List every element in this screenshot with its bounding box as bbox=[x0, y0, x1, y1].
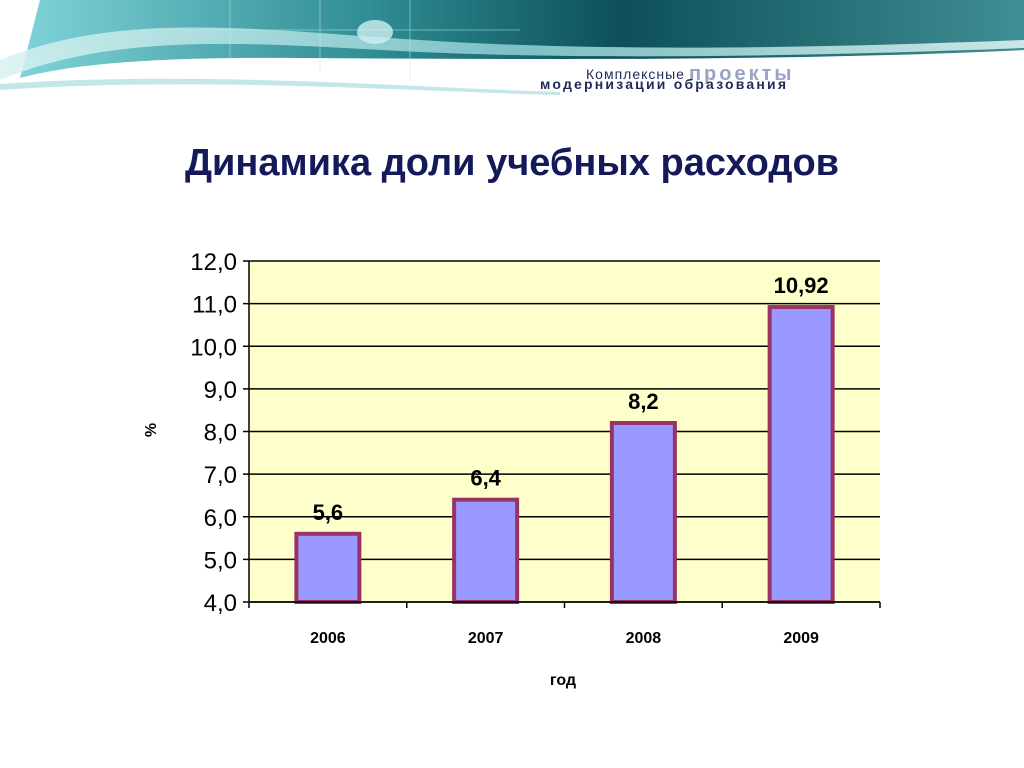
bar-2008 bbox=[609, 420, 677, 604]
brand-line2: модернизации образования bbox=[540, 76, 789, 92]
data-label-2009: 10,92 bbox=[774, 273, 829, 298]
brand-big-text: проекты bbox=[688, 63, 795, 85]
category-label-2008: 2008 bbox=[626, 630, 662, 647]
category-labels: 2006 2007 2008 2009 bbox=[310, 630, 819, 647]
y-tick-label: 10,0 bbox=[190, 334, 237, 361]
x-tick-marks bbox=[248, 602, 881, 608]
y-tick-label: 8,0 bbox=[204, 420, 237, 447]
y-tick-label: 4,0 bbox=[204, 590, 237, 617]
brand-logo: Комплексные проекты модернизации образова… bbox=[0, 0, 1024, 100]
data-labels: 5,6 6,4 8,2 10,92 bbox=[313, 273, 829, 525]
brand-line1: Комплексные проекты bbox=[586, 62, 795, 85]
y-tick-labels: 4,0 5,0 6,0 7,0 8,0 9,0 10,0 11,0 12,0 bbox=[190, 249, 249, 617]
bar-2006 bbox=[294, 531, 362, 604]
data-label-2007: 6,4 bbox=[470, 466, 501, 491]
category-label-2009: 2009 bbox=[783, 630, 819, 647]
category-label-2006: 2006 bbox=[310, 630, 346, 647]
bar-2009 bbox=[767, 305, 835, 604]
brand-small-text: Комплексные bbox=[586, 66, 685, 82]
y-tick-label: 6,0 bbox=[204, 505, 237, 532]
data-label-2006: 5,6 bbox=[313, 500, 344, 525]
y-tick-label: 7,0 bbox=[204, 462, 237, 489]
y-tick-label: 9,0 bbox=[204, 377, 237, 404]
y-tick-label: 5,0 bbox=[204, 547, 237, 574]
data-label-2008: 8,2 bbox=[628, 389, 659, 414]
header-banner bbox=[0, 0, 1024, 95]
y-tick-label: 11,0 bbox=[192, 292, 237, 319]
page-title: Динамика доли учебных расходов bbox=[184, 142, 840, 184]
x-axis-label: год bbox=[550, 672, 576, 689]
y-axis-label: % bbox=[143, 423, 160, 437]
bar-2007 bbox=[452, 497, 520, 605]
category-label-2007: 2007 bbox=[468, 630, 504, 647]
y-tick-label: 12,0 bbox=[190, 249, 237, 276]
